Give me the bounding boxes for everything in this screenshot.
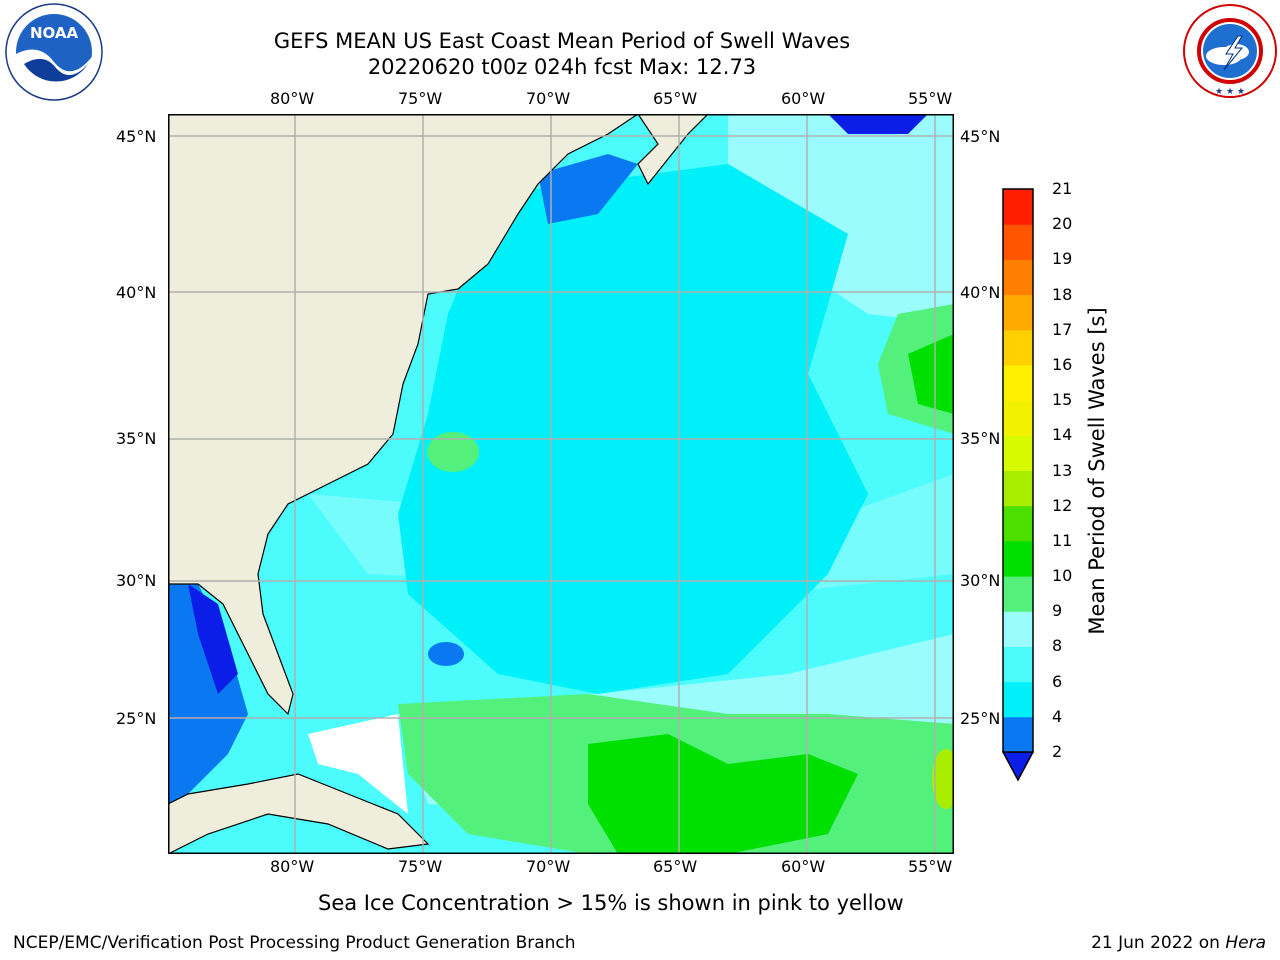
lat-label-left: 25°N [116,709,157,728]
colorbar-tick-label: 9 [1052,601,1063,621]
colorbar-tick-label: 11 [1052,530,1073,550]
swell-low-north [828,114,928,134]
footer-machine: Hera [1225,933,1266,953]
colorbar-segment [1003,505,1033,542]
colorbar-segment [1003,435,1033,471]
colorbar-tick-label: 16 [1052,354,1073,374]
lat-label-left: 45°N [116,127,157,146]
colorbar-segment [1003,576,1033,612]
colorbar-extend-arrow [1001,751,1035,782]
colorbar-segment [1003,294,1033,331]
colorbar [1001,188,1035,782]
footer-date: 21 Jun 2022 on Hera [1091,933,1266,953]
lon-label-top: 80°W [270,89,315,108]
swell-lowest-gulf [188,584,238,694]
lon-label-bottom: 70°W [526,857,571,876]
colorbar-segment [1003,364,1033,401]
colorbar-tick-label: 12 [1052,495,1073,515]
lat-label-right: 25°N [960,709,1001,728]
lat-label-right: 45°N [960,127,1001,146]
lon-label-top: 60°W [781,89,826,108]
swell-patch-green-small [427,432,479,472]
colorbar-segment [1003,611,1033,647]
lat-label-left: 40°N [116,283,157,302]
sea-ice-note: Sea Ice Concentration > 15% is shown in … [318,891,904,915]
map-title: GEFS MEAN US East Coast Mean Period of S… [273,29,851,53]
swell-low-gulf [168,584,248,804]
colorbar-tick-label: 15 [1052,390,1073,410]
lon-label-top: 65°W [653,89,698,108]
colorbar-tick-label: 20 [1052,214,1073,234]
colorbar-segment [1003,716,1033,753]
colorbar-segment [1003,646,1033,683]
lat-label-right: 35°N [960,429,1001,448]
colorbar-segment [1003,329,1033,366]
land-cuba [168,773,430,854]
lon-label-top: 70°W [526,89,571,108]
lon-label-bottom: 60°W [781,857,826,876]
lon-label-top: 55°W [908,89,953,108]
lat-label-right: 40°N [960,283,1001,302]
colorbar-tick-label: 13 [1052,460,1073,480]
colorbar-tick-label: 10 [1052,566,1073,586]
colorbar-tick-label: 2 [1052,742,1063,761]
colorbar-tick-label: 21 [1052,179,1073,198]
graticule [168,114,954,854]
swell-patch-max [932,749,954,809]
noaa-logo-text: NOAA [30,24,79,42]
lat-label-left: 35°N [116,429,157,448]
nws-logo: ★ ★ ★ [1180,2,1280,100]
colorbar-segment [1003,400,1033,436]
lon-label-bottom: 80°W [270,857,315,876]
swell-core-cyan [398,164,868,694]
footer-credit: NCEP/EMC/Verification Post Processing Pr… [13,933,576,953]
lon-label-top: 75°W [398,89,443,108]
noaa-logo: NOAA [4,2,104,102]
lon-label-bottom: 65°W [653,857,698,876]
swell-low-patch [428,642,464,666]
colorbar-segment [1003,259,1033,296]
colorbar-frame [1002,188,1034,753]
colorbar-segment [1003,470,1033,507]
colorbar-tick-label: 8 [1052,636,1063,656]
no-data-bahamas [308,714,408,814]
colorbar-tick-label: 14 [1052,425,1073,445]
lat-label-right: 30°N [960,571,1001,590]
swell-patch-brightgreen-east [908,334,954,414]
footer-date-text: 21 Jun 2022 on [1091,933,1226,953]
colorbar-tick-label: 6 [1052,671,1063,691]
colorbar-segment [1003,224,1033,260]
colorbar-segment [1003,681,1033,718]
colorbar-tick-label: 17 [1052,319,1073,339]
lon-label-bottom: 55°W [908,857,953,876]
lon-label-bottom: 75°W [398,857,443,876]
land-nova-scotia [637,114,709,186]
svg-text:★ ★ ★: ★ ★ ★ [1215,87,1245,97]
swell-low-gulf-maine [538,154,638,224]
colorbar-tick-label: 18 [1052,284,1073,304]
lat-label-left: 30°N [116,571,157,590]
colorbar-tick-label: 19 [1052,249,1073,269]
map-subtitle: 20220620 t00z 024h fcst Max: 12.73 [367,55,757,79]
map-frame [168,114,954,854]
swell-patch-brightgreen [588,734,858,854]
map-plot[interactable] [168,114,954,854]
land-north-america [168,114,640,716]
colorbar-segment [1003,189,1033,225]
colorbar-segment [1003,540,1033,577]
colorbar-label: Mean Period of Swell Waves [s] [1085,307,1109,635]
colorbar-tick-label: 4 [1052,706,1063,726]
swell-band-light-ne [728,114,954,324]
